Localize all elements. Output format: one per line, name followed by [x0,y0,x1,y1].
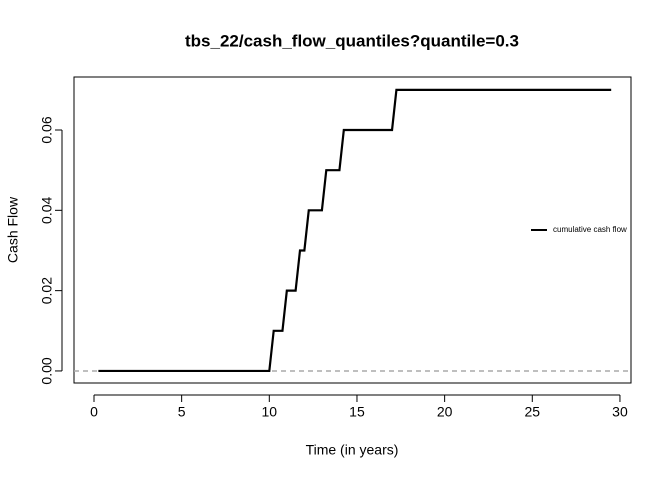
legend-label: cumulative cash flow [553,225,627,234]
x-tick-label: 25 [525,404,541,420]
x-tick-label: 20 [437,404,453,420]
x-tick-label: 10 [262,404,278,420]
data-line [98,88,612,373]
plot-frame [73,76,632,384]
x-tick-label: 0 [90,404,98,420]
x-tick-label: 15 [349,404,365,420]
x-tick-label: 5 [178,404,186,420]
chart-title: tbs_22/cash_flow_quantiles?quantile=0.3 [185,31,519,50]
x-axis-label: Time (in years) [306,442,399,458]
y-tick-label: 0.00 [39,357,55,384]
y-tick-label: 0.06 [39,116,55,143]
y-tick-label: 0.04 [39,196,55,223]
y-axis-label: Cash Flow [5,196,21,263]
x-tick-label: 30 [612,404,628,420]
y-tick-label: 0.02 [39,277,55,304]
